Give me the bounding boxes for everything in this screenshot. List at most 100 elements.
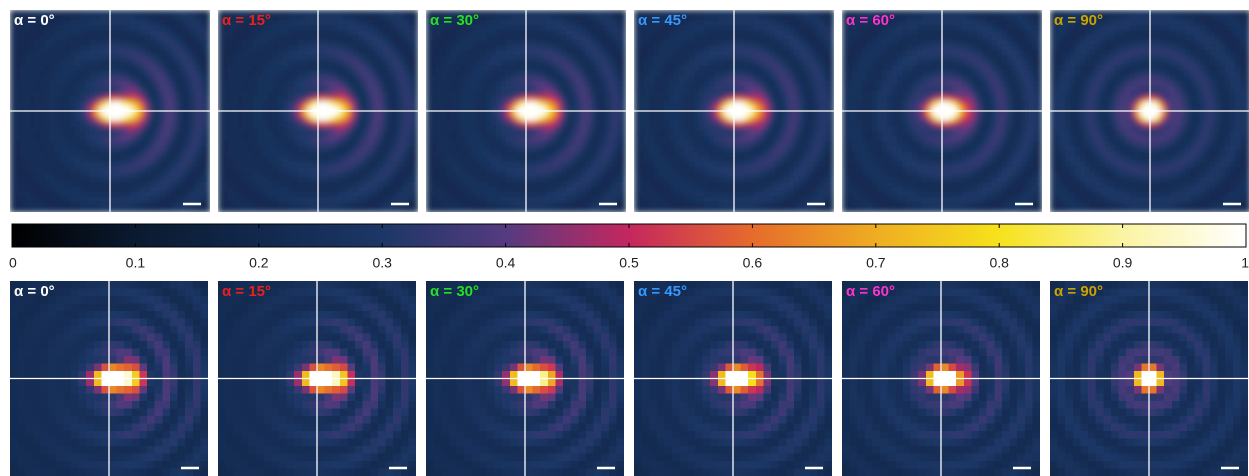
pixel [293, 91, 299, 97]
pixel [699, 15, 705, 21]
pixel [611, 20, 617, 26]
pixel [481, 50, 487, 56]
pixel [45, 30, 51, 36]
pixel [408, 40, 414, 46]
pixel [506, 172, 512, 178]
pixel [383, 177, 389, 183]
pixel [80, 111, 86, 117]
pixel [333, 197, 339, 203]
pixel [571, 25, 577, 31]
pixel [388, 76, 394, 82]
pixel [606, 86, 612, 92]
pixel [601, 96, 607, 102]
pixel [318, 15, 324, 21]
pixel [323, 66, 329, 72]
pixel [228, 136, 234, 142]
pixel [506, 121, 512, 127]
pixel [501, 81, 507, 87]
pixel [368, 25, 374, 31]
pixel [461, 61, 467, 67]
pixel [576, 192, 582, 198]
pixel [278, 126, 284, 132]
pixel [426, 40, 432, 46]
pixel [466, 81, 472, 87]
pixel [388, 197, 394, 203]
pixel [611, 167, 617, 173]
pixel [368, 30, 374, 36]
pixel [145, 96, 151, 102]
pixel [85, 167, 91, 173]
pixel [278, 30, 284, 36]
pixel [50, 151, 56, 157]
pixel [243, 116, 249, 122]
pixel [471, 207, 477, 213]
pixel [413, 131, 419, 137]
pixel [581, 202, 587, 208]
pixel [25, 141, 31, 147]
pixel [556, 45, 562, 51]
pixel [441, 141, 447, 147]
pixel [318, 187, 324, 193]
pixel [413, 116, 419, 122]
pixel [353, 45, 359, 51]
pixel [581, 141, 587, 147]
pixel [353, 141, 359, 147]
pixel [373, 15, 379, 21]
pixel [348, 156, 354, 162]
pixel [471, 86, 477, 92]
pixel [10, 172, 16, 178]
pixel [531, 96, 537, 102]
pixel [288, 20, 294, 26]
pixel [501, 76, 507, 82]
pixel [160, 81, 166, 87]
pixel [258, 162, 264, 168]
pixel [436, 66, 442, 72]
pixel [621, 182, 627, 188]
pixel [704, 25, 710, 31]
pixel [328, 162, 334, 168]
pixel [135, 50, 141, 56]
pixel [155, 207, 161, 213]
pixel [393, 167, 399, 173]
pixel [283, 96, 289, 102]
pixel [456, 136, 462, 142]
pixel [611, 61, 617, 67]
pixel [586, 136, 592, 142]
pixel [135, 66, 141, 72]
pixel [373, 101, 379, 107]
pixel [95, 192, 101, 198]
pixel [190, 172, 196, 178]
pixel [130, 207, 136, 213]
pixel [491, 25, 497, 31]
pixel [393, 25, 399, 31]
pixel [388, 111, 394, 117]
pixel [30, 202, 36, 208]
pixel [308, 76, 314, 82]
pixel [288, 162, 294, 168]
pixel [536, 40, 542, 46]
pixel [180, 146, 186, 152]
pixel [298, 136, 304, 142]
pixel [35, 71, 41, 77]
pixel [526, 45, 532, 51]
pixel [616, 15, 622, 21]
pixel [100, 172, 106, 178]
pixel [551, 45, 557, 51]
pixel [238, 121, 244, 127]
pixel [541, 156, 547, 162]
pixel [60, 15, 66, 21]
pixel [223, 141, 229, 147]
pixel [506, 45, 512, 51]
pixel [358, 20, 364, 26]
pixel [333, 207, 339, 213]
pixel [125, 131, 131, 137]
pixel [15, 40, 21, 46]
pixel [561, 167, 567, 173]
pixel [75, 96, 81, 102]
pixel [50, 121, 56, 127]
pixel [466, 30, 472, 36]
pixel [253, 101, 259, 107]
pixel [541, 15, 547, 21]
pixel [398, 25, 404, 31]
pixel [160, 66, 166, 72]
